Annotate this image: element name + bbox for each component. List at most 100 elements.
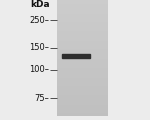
Bar [57, 72, 108, 73]
Bar [57, 39, 108, 41]
Bar [57, 34, 108, 35]
Bar [57, 10, 108, 12]
Bar [57, 91, 108, 92]
Bar [57, 46, 108, 48]
Bar [57, 64, 108, 65]
Bar [57, 102, 108, 103]
Bar [57, 110, 108, 112]
Bar [57, 85, 108, 86]
Bar [57, 44, 108, 46]
Bar [57, 49, 108, 50]
Bar [57, 67, 108, 68]
Bar [57, 55, 108, 56]
Bar [57, 32, 108, 33]
Text: kDa: kDa [30, 0, 50, 9]
Bar [57, 106, 108, 108]
Bar [57, 100, 108, 101]
Bar [57, 4, 108, 5]
Bar [57, 62, 108, 63]
Bar [57, 33, 108, 34]
Bar [57, 90, 108, 91]
Bar [57, 6, 108, 7]
Bar [57, 105, 108, 107]
Bar [57, 112, 108, 114]
Bar [57, 99, 108, 100]
Bar [57, 26, 108, 27]
Bar [57, 2, 108, 3]
Bar [57, 11, 108, 13]
Bar [57, 111, 108, 113]
Bar [57, 14, 108, 15]
Bar [57, 109, 108, 111]
Bar [57, 92, 108, 93]
Bar [57, 57, 108, 58]
Bar [57, 61, 108, 62]
Bar [57, 84, 108, 85]
Bar [57, 60, 108, 61]
Bar [57, 25, 108, 26]
Bar [57, 98, 108, 99]
Bar [57, 65, 108, 66]
Bar [57, 38, 108, 39]
Bar [57, 21, 108, 22]
Bar [57, 86, 108, 87]
Bar [57, 82, 108, 83]
Bar [57, 71, 108, 72]
Bar [57, 24, 108, 25]
Bar [57, 79, 108, 81]
Bar [57, 16, 108, 17]
Bar [57, 105, 108, 106]
Bar [57, 50, 108, 51]
Text: 100–: 100– [30, 65, 50, 74]
Bar [57, 89, 108, 90]
Bar [57, 108, 108, 110]
Bar [57, 97, 108, 98]
Bar [57, 53, 108, 54]
Bar [57, 56, 108, 57]
Bar [57, 115, 108, 116]
Text: 150–: 150– [30, 44, 50, 53]
Bar [57, 63, 108, 64]
Bar [57, 104, 108, 105]
Bar [57, 68, 108, 69]
Bar [57, 45, 108, 47]
Bar [57, 23, 108, 24]
Bar [57, 15, 108, 16]
Bar [57, 36, 108, 37]
Bar [57, 42, 108, 43]
Text: 75–: 75– [35, 94, 50, 103]
Bar [57, 41, 108, 42]
Bar [57, 22, 108, 23]
Bar [57, 17, 108, 18]
Bar [57, 54, 108, 55]
Bar [57, 70, 108, 71]
Bar [57, 37, 108, 38]
Bar [57, 77, 108, 79]
Bar [57, 101, 108, 102]
Bar [57, 7, 108, 8]
Bar [57, 47, 108, 48]
Bar [57, 58, 108, 59]
Bar [57, 5, 108, 6]
Bar [57, 83, 108, 84]
Bar [57, 48, 108, 49]
Bar [57, 107, 108, 109]
Bar [57, 30, 108, 31]
Bar [57, 28, 108, 29]
Bar [57, 80, 108, 81]
Bar [57, 31, 108, 32]
Bar [57, 75, 108, 77]
Bar [57, 69, 108, 70]
Bar [57, 114, 108, 115]
Bar [57, 9, 108, 11]
Bar [57, 43, 108, 45]
Bar [57, 3, 108, 4]
Bar [57, 74, 108, 76]
Bar [57, 76, 108, 78]
Bar [62, 54, 90, 58]
Bar [57, 87, 108, 88]
Bar [57, 113, 108, 114]
Bar [57, 19, 108, 20]
Bar [57, 59, 108, 60]
Bar [57, 29, 108, 30]
